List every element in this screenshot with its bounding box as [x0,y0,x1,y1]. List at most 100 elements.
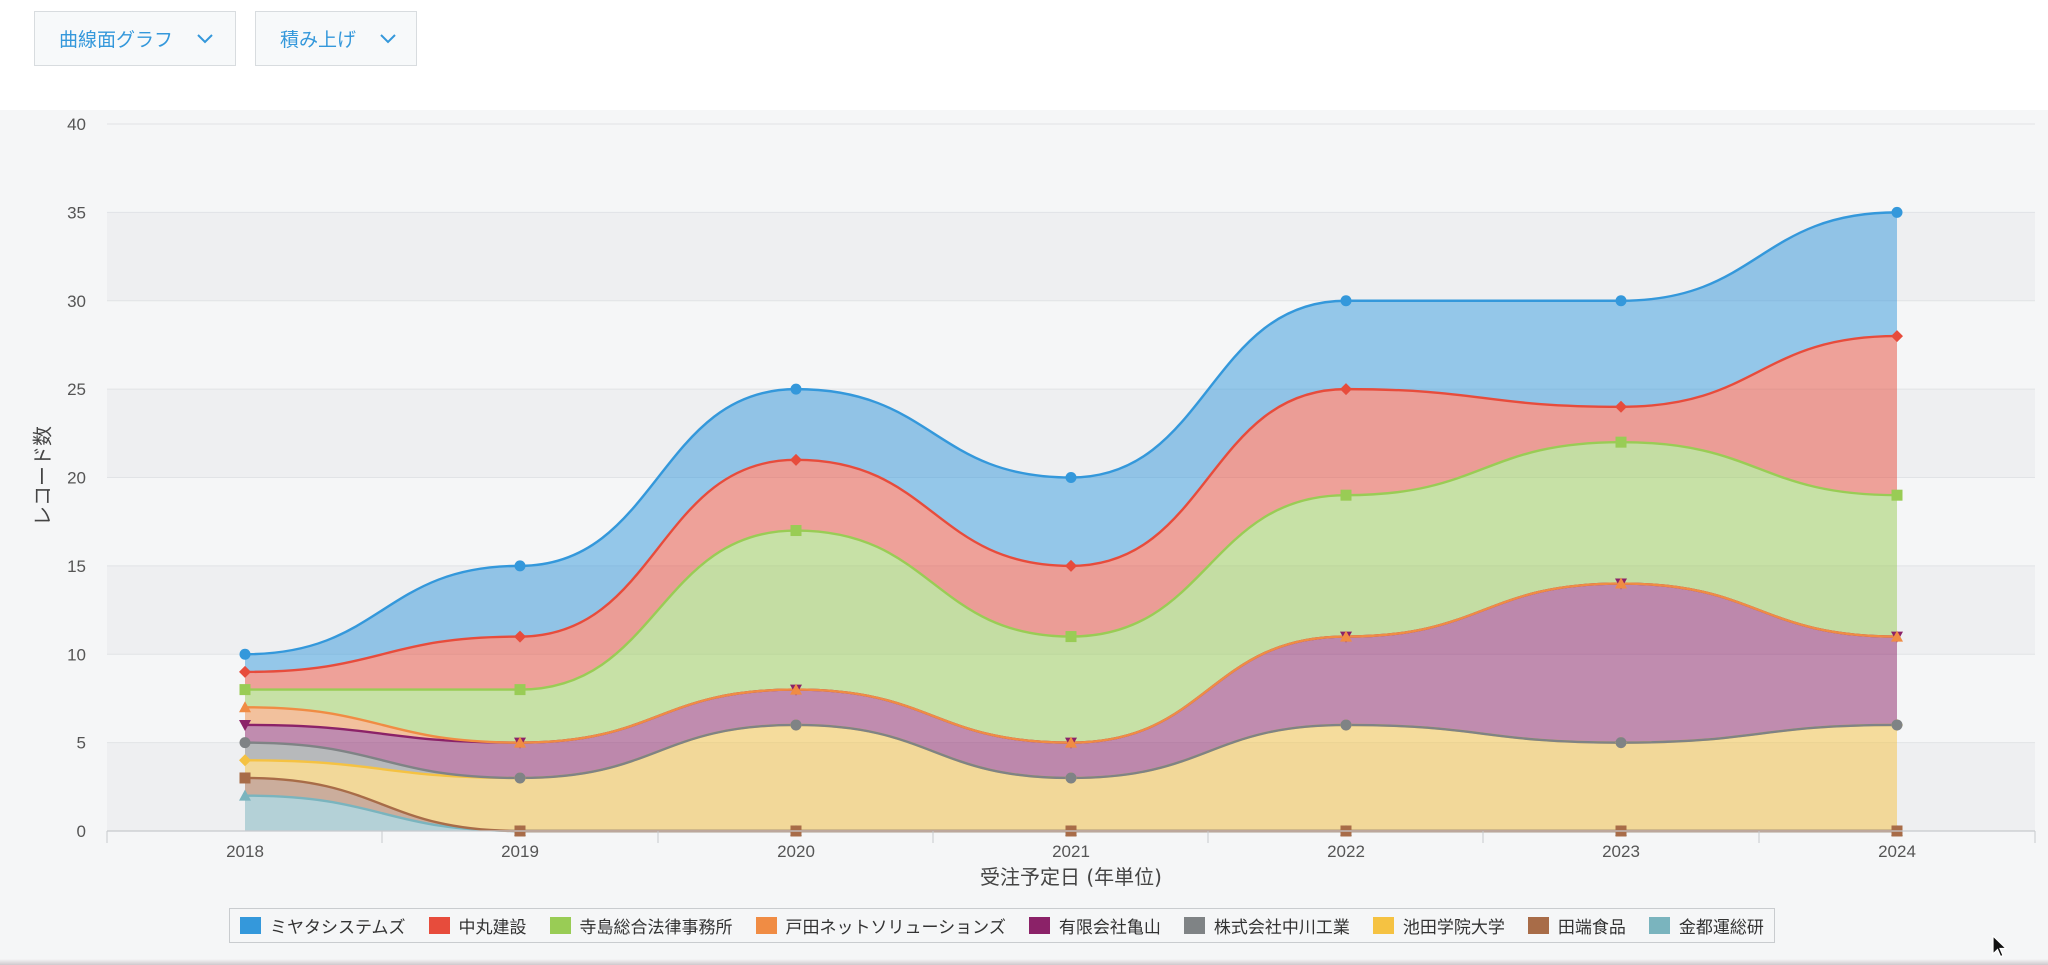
data-point [514,560,526,572]
legend-label: 金都運総研 [1678,918,1764,938]
data-point [1065,631,1077,643]
legend-swatch [1648,917,1670,934]
y-tick-label: 40 [67,115,86,134]
data-point [1615,436,1627,448]
data-point [1065,736,1077,748]
chart-type-dropdown[interactable]: 曲線面グラフ [34,11,236,66]
legend-swatch [240,917,261,934]
data-point [1065,559,1077,572]
data-point [790,383,802,395]
legend-swatch [755,917,777,934]
legend-item[interactable]: 有限会社亀山 [1028,913,1161,938]
data-point [514,684,526,696]
chart-legend: ミヤタシステムズ 中丸建設 寺島総合法律事務所 戸田ネットソリューションズ 有限会社亀山… [229,908,1775,943]
panel-bottom-edge [0,959,2048,965]
y-tick-label: 25 [67,380,86,399]
legend-label: 株式会社中川工業 [1213,918,1350,938]
data-point [1340,295,1352,307]
data-point [514,630,526,643]
data-point [790,453,802,466]
data-point [239,684,251,696]
legend-label: 中丸建設 [458,918,527,938]
legend-swatch [1527,917,1549,934]
data-point [514,736,526,748]
data-point [239,754,251,767]
legend-item[interactable]: 中丸建設 [428,913,527,938]
x-tick-label: 2022 [1327,842,1365,861]
series-2-area [245,442,1897,743]
series-8-area [245,795,1897,831]
stack-mode-label: 積み上げ [280,29,357,51]
y-tick-label: 5 [77,734,86,753]
series-0-area [245,212,1897,672]
y-tick-label: 35 [67,203,86,222]
data-point [790,683,802,695]
y-tick-label: 20 [67,469,86,488]
data-point [239,701,251,713]
x-tick-label: 2024 [1878,842,1916,861]
data-point [1065,772,1077,784]
y-axis-title: レコード数 [30,426,55,526]
x-axis-title: 受注予定日 (年単位) [980,865,1162,889]
x-tick-label: 2023 [1602,842,1640,861]
data-point [1065,472,1077,483]
legend-label: 戸田ネットソリューションズ [785,918,1006,938]
legend-swatch [428,917,450,934]
data-point [1615,737,1627,749]
chevron-down-icon [380,33,396,43]
data-point [239,665,251,678]
legend-item[interactable]: ミヤタシステムズ [240,913,406,938]
data-point [1891,719,1903,731]
legend-label: 寺島総合法律事務所 [579,918,733,938]
data-point [1891,630,1903,642]
data-point [239,648,251,660]
legend-label: 田端食品 [1557,918,1626,938]
y-tick-label: 30 [67,292,86,311]
x-tick-label: 2018 [226,842,264,861]
stack-mode-dropdown[interactable]: 積み上げ [255,11,417,66]
data-point [1615,400,1627,413]
legend-swatch [1183,917,1205,934]
data-point [1340,630,1352,642]
mouse-pointer-icon [1992,935,2008,958]
data-point [1891,330,1903,343]
data-point [239,772,251,784]
data-point [1340,719,1352,731]
data-point [514,772,526,784]
x-axis: 2018 2019 2020 2021 2022 2023 2024 受注予定日 (年単位) [106,830,2036,889]
data-point [790,719,802,731]
y-tick-label: 0 [77,822,86,841]
series-4-area [245,583,1897,778]
data-point [1340,489,1352,501]
legend-label: 有限会社亀山 [1058,918,1161,938]
legend-item[interactable]: 金都運総研 [1648,913,1764,938]
y-axis: 0 5 10 15 20 25 30 35 40 [67,115,86,841]
data-point [1615,577,1627,589]
data-point [1615,295,1627,307]
y-tick-label: 10 [67,645,86,664]
chart-toolbar: 曲線面グラフ 積み上げ [34,11,417,66]
legend-item[interactable]: 戸田ネットソリューションズ [755,913,1006,938]
legend-swatch [1372,917,1394,934]
legend-label: 池田学院大学 [1402,918,1505,938]
y-tick-label: 15 [67,557,86,576]
x-tick-label: 2021 [1052,842,1090,861]
legend-swatch [549,917,571,934]
legend-label: ミヤタシステムズ [270,918,406,938]
legend-item[interactable]: 株式会社中川工業 [1183,913,1350,938]
data-point [1891,206,1903,218]
legend-item[interactable]: 池田学院大学 [1372,913,1505,938]
data-point [1340,383,1352,396]
data-point [239,719,251,731]
data-point [1891,489,1903,501]
legend-item[interactable]: 寺島総合法律事務所 [549,913,733,938]
data-point [239,789,251,801]
data-point [239,737,251,749]
x-tick-label: 2020 [777,842,815,861]
chevron-down-icon [197,33,213,43]
legend-item[interactable]: 田端食品 [1527,913,1626,938]
chart-type-label: 曲線面グラフ [59,29,174,51]
x-tick-label: 2019 [501,842,539,861]
series-1-area [245,336,1897,690]
